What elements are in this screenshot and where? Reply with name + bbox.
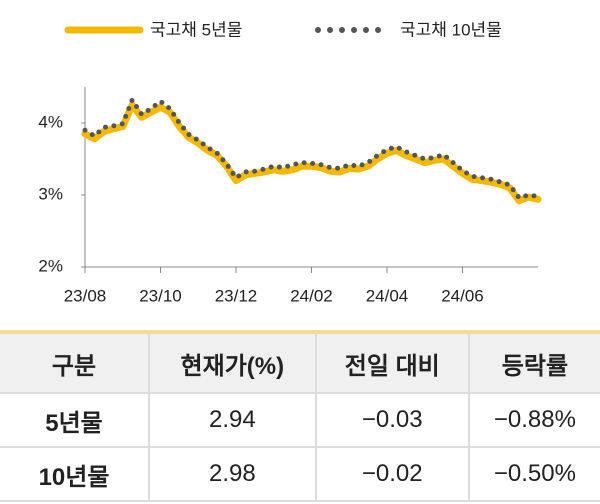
header-cell: 구분 — [0, 332, 149, 394]
cell: −0.88% — [467, 393, 600, 448]
legend-label: 국고채 10년물 — [400, 20, 502, 39]
header-cell: 전일 대비 — [314, 332, 469, 394]
x-tick-label: 23/08 — [64, 286, 107, 305]
cell: 2.98 — [148, 447, 316, 502]
legend-label: 국고채 5년물 — [150, 20, 242, 39]
quote-table: 구분 현재가(%) 전일 대비 등락률 5년물 2.94 −0.03 −0.88… — [0, 330, 600, 502]
table-row: 5년물 2.94 −0.03 −0.88% — [0, 393, 600, 448]
y-tick-label: 3% — [38, 184, 63, 203]
cell: −0.50% — [467, 447, 600, 502]
cell: −0.03 — [314, 393, 469, 448]
cell: −0.02 — [314, 447, 469, 502]
series-line — [81, 101, 542, 205]
cell: 2.94 — [148, 393, 316, 448]
table-row: 10년물 2.98 −0.02 −0.50% — [0, 447, 600, 502]
header-cell: 등락률 — [467, 332, 600, 394]
x-tick-label: 24/02 — [290, 286, 333, 305]
y-tick-label: 4% — [38, 112, 63, 131]
x-tick-label: 24/06 — [441, 286, 484, 305]
header-cell: 현재가(%) — [148, 332, 316, 394]
series-line — [82, 97, 541, 201]
cell: 5년물 — [0, 393, 149, 448]
x-tick-label: 23/12 — [215, 286, 258, 305]
x-tick-label: 24/04 — [366, 286, 409, 305]
chart: 2% 3% 4% 23/08 23/10 23/12 24/02 24/04 24/06 국고채 … — [38, 20, 542, 305]
y-tick-label: 2% — [38, 256, 63, 275]
cell: 10년물 — [0, 447, 149, 502]
x-tick-label: 23/10 — [139, 286, 182, 305]
table-header: 구분 현재가(%) 전일 대비 등락률 — [0, 332, 600, 394]
